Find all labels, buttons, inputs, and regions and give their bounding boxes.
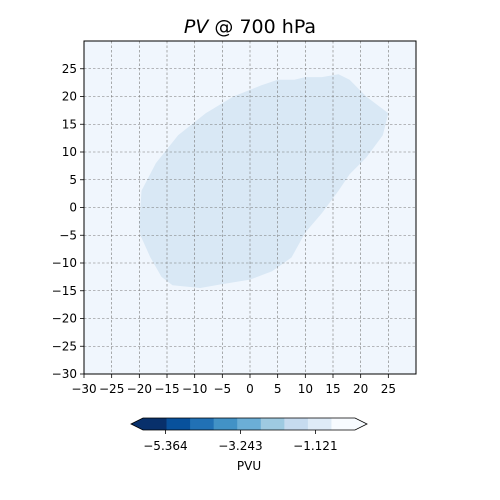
x-tick-label: 15 <box>325 382 340 396</box>
colorbar-segment <box>237 418 262 430</box>
colorbar-segment <box>143 418 167 430</box>
colorbar-label: PVU <box>237 459 261 473</box>
colorbar-segment <box>284 418 309 430</box>
y-tick-label: 25 <box>62 62 77 76</box>
colorbar-tick-label: −1.121 <box>293 439 337 453</box>
x-tick-label: 20 <box>353 382 368 396</box>
y-tick-label: −25 <box>52 339 77 353</box>
colorbar-segment <box>166 418 191 430</box>
colorbar-extend-max <box>355 418 367 430</box>
y-tick-label: −15 <box>52 284 77 298</box>
y-tick-label: −20 <box>52 312 77 326</box>
y-tick-label: 20 <box>62 90 77 104</box>
colorbar-segment <box>260 418 285 430</box>
y-tick-label: −5 <box>59 228 77 242</box>
x-tick-label: 10 <box>298 382 313 396</box>
title-variable: PV <box>184 16 210 38</box>
x-tick-label: −20 <box>127 382 152 396</box>
y-tick-label: 0 <box>69 201 77 215</box>
contour-region <box>139 74 389 288</box>
x-tick-label: −15 <box>154 382 179 396</box>
x-tick-label: 0 <box>246 382 254 396</box>
chart-title: PV @ 700 hPa <box>184 16 316 38</box>
colorbar-segment <box>331 418 356 430</box>
x-tick-label: −10 <box>182 382 207 396</box>
y-tick-label: 10 <box>62 145 77 159</box>
y-tick-label: 15 <box>62 117 77 131</box>
x-tick-label: −25 <box>99 382 124 396</box>
y-tick-label: −30 <box>52 367 77 381</box>
x-tick-label: 5 <box>274 382 282 396</box>
y-tick-label: −10 <box>52 256 77 270</box>
x-tick-label: −5 <box>213 382 231 396</box>
colorbar: −5.364 −3.243 −1.121 <box>130 417 368 453</box>
plot-area <box>83 40 417 375</box>
title-rest: @ 700 hPa <box>208 16 316 38</box>
colorbar-segment <box>213 418 238 430</box>
x-axis: −30 −25 −20 −15 −10 −5 0 5 10 15 20 25 <box>71 374 396 396</box>
y-tick-label: 5 <box>69 173 77 187</box>
y-axis: −30 −25 −20 −15 −10 −5 0 5 10 15 20 25 <box>52 62 84 381</box>
colorbar-segment <box>307 418 332 430</box>
x-tick-label: −30 <box>71 382 96 396</box>
colorbar-tick-label: −5.364 <box>143 439 187 453</box>
colorbar-segment <box>190 418 215 430</box>
x-tick-label: 25 <box>381 382 396 396</box>
colorbar-outline <box>130 417 368 431</box>
colorbar-extend-min <box>131 418 143 430</box>
colorbar-tick-label: −3.243 <box>218 439 262 453</box>
